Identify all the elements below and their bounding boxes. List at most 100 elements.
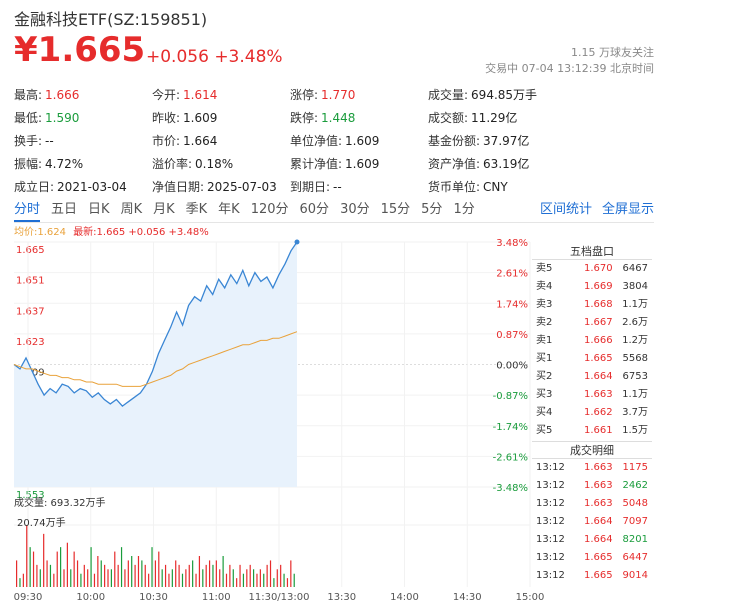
- volume-bar: [192, 560, 194, 587]
- volume-bar: [19, 578, 21, 587]
- volume-bar: [39, 569, 41, 587]
- volume-bar: [124, 569, 126, 587]
- tab-12[interactable]: 1分: [453, 202, 475, 217]
- volume-bar: [26, 525, 28, 587]
- stat-value: 1.590: [45, 111, 80, 125]
- time-tick-label: 10:30: [139, 592, 168, 603]
- stat-label: 净值日期:: [152, 180, 205, 194]
- volume-bar: [219, 569, 221, 587]
- tab-2[interactable]: 日K: [88, 202, 110, 217]
- stats-row: 最低: 1.590 昨收: 1.609 跌停: 1.448 成交额: 11.29亿: [14, 106, 568, 129]
- volume-bar: [144, 564, 146, 587]
- volume-bar: [171, 569, 173, 587]
- stat-value: 4.72%: [45, 157, 84, 171]
- stat-cell: 基金份额: 37.97亿: [428, 129, 568, 152]
- order-price: 1.666: [584, 335, 613, 346]
- trade-row: 13:12 1.663 5048: [532, 495, 652, 513]
- volume-bar: [293, 573, 295, 587]
- stat-label: 基金份额:: [428, 134, 481, 148]
- tab-0[interactable]: 分时: [14, 198, 41, 222]
- volume-bar: [161, 569, 163, 587]
- volume-bar: [151, 547, 153, 587]
- order-book-row: 买4 1.662 3.7万: [532, 404, 652, 422]
- stat-label: 货币单位:: [428, 180, 481, 194]
- side-label: 卖3: [536, 299, 553, 310]
- volume-bar: [229, 564, 231, 587]
- stat-cell: 单位净值: 1.609: [290, 129, 428, 152]
- volume-bar: [36, 564, 38, 587]
- time-tick-label: 13:30: [327, 592, 356, 603]
- tab-7[interactable]: 120分: [250, 202, 289, 217]
- stat-value: 1.609: [345, 157, 380, 171]
- trade-volume: 1175: [622, 462, 648, 473]
- volume-bar: [117, 564, 119, 587]
- stats-table: 最高: 1.666 今开: 1.614 涨停: 1.770 成交量: 694.85万手 最低: 1…: [14, 83, 568, 198]
- stat-cell: 资产净值: 63.19亿: [428, 152, 568, 175]
- stat-cell: 成交额: 11.29亿: [428, 106, 568, 129]
- volume-bar: [110, 569, 112, 587]
- order-book-row: 买5 1.661 1.5万: [532, 422, 652, 440]
- stat-value: --: [45, 134, 54, 148]
- order-price: 1.670: [584, 263, 613, 274]
- volume-bar: [185, 569, 187, 587]
- stat-value: 1.609: [183, 111, 218, 125]
- stat-value: CNY: [483, 180, 508, 194]
- order-price: 1.664: [584, 371, 613, 382]
- order-volume: 1.5万: [622, 425, 648, 436]
- tab-6[interactable]: 年K: [218, 202, 240, 217]
- stat-label: 昨收:: [152, 111, 181, 125]
- price-change: +0.056 +3.48%: [146, 47, 283, 67]
- side-label: 买3: [536, 389, 553, 400]
- order-price: 1.661: [584, 425, 613, 436]
- order-price: 1.669: [584, 281, 613, 292]
- volume-bar: [100, 560, 102, 587]
- tab-4[interactable]: 月K: [153, 202, 175, 217]
- tab-9[interactable]: 30分: [340, 202, 370, 217]
- fullscreen-link[interactable]: 全屏显示: [601, 202, 654, 217]
- order-book-row: 卖4 1.669 3804: [532, 278, 652, 296]
- volume-bar: [249, 564, 251, 587]
- volume-bar: [283, 573, 285, 587]
- trade-row: 13:12 1.665 9014: [532, 567, 652, 585]
- volume-bar: [286, 578, 289, 587]
- volume-bar: [16, 560, 18, 587]
- tab-1[interactable]: 五日: [51, 202, 78, 217]
- period-tabs: 分时 五日 日K 周K 月K 季K 年K 120分 60分 30分 15分 5分 1分 区间统计 全屏显示: [14, 198, 654, 223]
- stat-cell: 今开: 1.614: [152, 83, 290, 106]
- stat-value: 0.18%: [195, 157, 234, 171]
- order-volume: 3.7万: [622, 407, 648, 418]
- stat-label: 最低:: [14, 111, 43, 125]
- stat-value: 11.29亿: [471, 111, 518, 125]
- volume-bar: [93, 573, 96, 587]
- volume-bar: [222, 556, 224, 587]
- chart-legend: 均价:1.624 最新:1.665 +0.056 +3.48%: [14, 223, 209, 238]
- volume-bar: [266, 564, 268, 587]
- pct-tick-label: -2.61%: [493, 452, 528, 463]
- volume-bar: [195, 573, 197, 587]
- pct-tick-label: 3.48%: [496, 238, 528, 249]
- tab-10[interactable]: 15分: [380, 202, 411, 217]
- range-stats-link[interactable]: 区间统计: [539, 202, 592, 217]
- tab-3[interactable]: 周K: [120, 202, 143, 217]
- tab-11[interactable]: 5分: [421, 202, 443, 217]
- trade-time: 13:12: [536, 498, 565, 509]
- stat-cell: 累计净值: 1.609: [290, 152, 428, 175]
- trade-row: 13:12 1.664 8201: [532, 531, 652, 549]
- pct-tick-label: -3.48%: [493, 483, 528, 494]
- trade-volume: 8201: [622, 534, 648, 545]
- volume-bar: [181, 573, 184, 587]
- tab-5[interactable]: 季K: [185, 202, 208, 217]
- price-line: [13, 241, 298, 407]
- stat-label: 最高:: [14, 88, 43, 102]
- stats-row: 换手: -- 市价: 1.664 单位净值: 1.609 基金份额: 37.97亿: [14, 129, 568, 152]
- avg-price-legend: 均价:1.624: [14, 227, 66, 238]
- volume-bar: [202, 569, 204, 587]
- follower-count[interactable]: 1.15 万球友关注: [571, 46, 654, 59]
- stat-label: 跌停:: [290, 111, 319, 125]
- stat-label: 振幅:: [14, 157, 43, 171]
- pct-tick-label: 2.61%: [496, 269, 528, 280]
- tab-8[interactable]: 60分: [299, 202, 330, 217]
- volume-bar: [49, 564, 52, 587]
- order-price: 1.665: [584, 353, 613, 364]
